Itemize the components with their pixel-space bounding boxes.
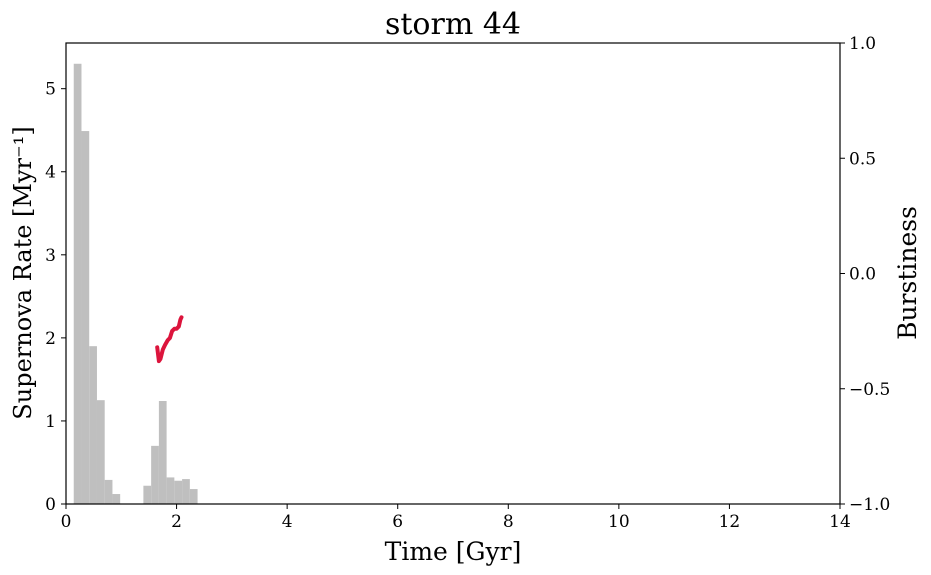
- y-tick-label: 5: [45, 80, 56, 100]
- y-tick-label: 0: [45, 495, 56, 515]
- histogram-bar: [143, 485, 152, 504]
- x-tick-label: 4: [282, 512, 293, 532]
- y2-axis-ticks: −1.0 −0.5 0.0 0.5 1.0: [840, 34, 890, 515]
- y2-tick-label: 0.5: [849, 149, 876, 169]
- y-tick-label: 2: [45, 329, 56, 349]
- x-tick-label: 2: [171, 512, 182, 532]
- y-axis-label: Supernova Rate [Myr⁻¹]: [9, 126, 37, 419]
- histogram-bar: [81, 131, 90, 504]
- y-tick-label: 4: [45, 163, 56, 183]
- x-tick-label: 6: [392, 512, 403, 532]
- histogram-bar: [189, 489, 198, 504]
- x-tick-label: 8: [503, 512, 514, 532]
- histogram-bars: [73, 63, 198, 504]
- histogram-bar: [151, 445, 159, 504]
- x-tick-label: 0: [61, 512, 72, 532]
- histogram-bar: [166, 477, 175, 504]
- burstiness-series-line: [155, 315, 184, 364]
- y2-axis-label: Burstiness: [893, 206, 922, 340]
- y2-tick-label: −1.0: [849, 495, 890, 515]
- y2-tick-label: −0.5: [849, 380, 890, 400]
- y-tick-label: 1: [45, 412, 56, 432]
- histogram-bar: [89, 346, 97, 504]
- histogram-bar: [174, 480, 183, 504]
- histogram-bar: [73, 63, 82, 504]
- x-axis-label: Time [Gyr]: [385, 537, 522, 566]
- burstiness-line-layer: [155, 315, 184, 364]
- histogram-bar: [158, 401, 167, 504]
- x-tick-label: 10: [608, 512, 630, 532]
- y2-tick-label: 1.0: [849, 34, 876, 54]
- y2-tick-label: 0.0: [849, 265, 876, 285]
- x-axis-ticks: 0 2 4 6 8 10 12 14: [61, 504, 851, 532]
- x-tick-label: 12: [719, 512, 741, 532]
- chart-title: storm 44: [385, 7, 521, 42]
- y-tick-label: 3: [45, 246, 56, 266]
- x-tick-label: 14: [829, 512, 851, 532]
- histogram-bar: [96, 400, 105, 504]
- axes-frame: [65, 42, 841, 505]
- histogram-bar: [112, 494, 121, 504]
- y-axis-ticks: 0 1 2 3 4 5: [45, 80, 66, 515]
- histogram-bar: [104, 479, 113, 504]
- histogram-bar: [182, 479, 190, 504]
